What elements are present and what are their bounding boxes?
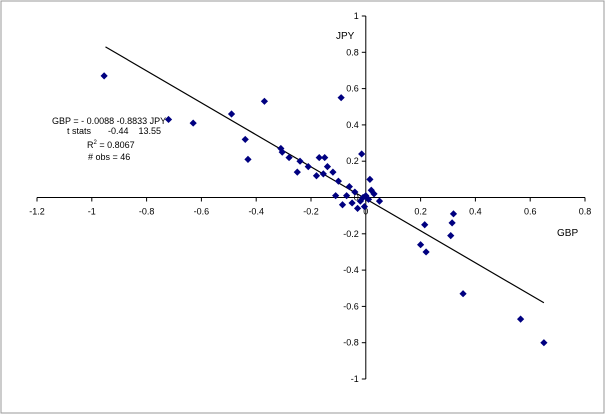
x-tick-label: -0.4 xyxy=(248,207,264,217)
points-group xyxy=(100,72,548,347)
data-point xyxy=(366,175,374,183)
y-tick-label: -0.8 xyxy=(343,338,359,348)
r-squared-sup: 2 xyxy=(94,140,98,146)
r-squared-value: = 0.8067 xyxy=(97,140,135,150)
y-tick-label: 0.6 xyxy=(346,84,359,94)
x-tick-label: 0.8 xyxy=(579,207,592,217)
x-tick-label: -1 xyxy=(88,207,96,217)
data-point xyxy=(241,135,249,144)
y-tick-label: -0.4 xyxy=(343,265,359,275)
y-axis-title: JPY xyxy=(336,31,355,42)
data-point xyxy=(362,192,370,200)
data-point xyxy=(296,157,304,165)
data-point xyxy=(189,119,197,127)
data-point xyxy=(323,163,332,171)
data-point xyxy=(448,219,456,227)
x-tick-label: -0.8 xyxy=(139,207,155,217)
x-tick-label: 0.6 xyxy=(524,207,537,217)
data-point xyxy=(517,315,525,323)
data-point xyxy=(367,186,375,194)
data-point xyxy=(164,115,173,124)
data-point xyxy=(417,241,425,249)
x-tick-label: 0.4 xyxy=(469,207,482,217)
data-point xyxy=(278,148,286,156)
data-point xyxy=(312,172,321,180)
y-tick-label: -0.2 xyxy=(343,229,359,239)
x-axis-title: GBP xyxy=(557,228,578,239)
data-point xyxy=(100,72,108,80)
data-point xyxy=(319,170,327,178)
y-tick-label: 0.2 xyxy=(346,156,359,166)
y-tick-label: 0 xyxy=(354,193,359,203)
data-point xyxy=(447,232,455,240)
data-point xyxy=(304,163,312,171)
data-point xyxy=(375,197,384,205)
x-tick-label: 0.2 xyxy=(414,207,427,217)
data-point xyxy=(540,339,548,347)
x-tick-label: 0 xyxy=(363,207,368,217)
x-tick-label: -0.2 xyxy=(303,207,319,217)
r-squared: R2 = 0.8067 xyxy=(87,140,135,150)
data-point xyxy=(345,183,353,191)
labels-group: JPY GBP xyxy=(336,31,578,239)
r-squared-prefix: R xyxy=(87,140,94,150)
tstats-label: t stats xyxy=(67,126,92,136)
data-point xyxy=(360,202,369,211)
data-point xyxy=(351,188,359,196)
y-tick-label: 0.8 xyxy=(346,47,359,57)
data-point xyxy=(332,192,340,200)
obs-count: # obs = 46 xyxy=(88,152,130,162)
data-point xyxy=(353,204,362,212)
data-point xyxy=(337,94,345,102)
data-point xyxy=(315,153,323,162)
regression-annotation: GBP = - 0.0088 -0.8833 JPY t stats -0.44… xyxy=(52,116,166,162)
data-point xyxy=(285,153,293,162)
y-tick-label: 1 xyxy=(354,11,359,21)
tstats-values: -0.44 13.55 xyxy=(108,126,161,136)
data-point xyxy=(421,221,429,229)
data-point xyxy=(422,248,430,256)
axes: -1.2 -1 -0.8 -0.6 -0.4 -0.2 0 0.2 0.4 0.6 0.8 -1 -0.… xyxy=(29,11,591,384)
data-point xyxy=(348,199,356,207)
y-tick-label: 0.4 xyxy=(346,120,359,130)
data-point xyxy=(260,97,269,105)
y-tick-label: -1 xyxy=(351,374,359,384)
data-point xyxy=(364,195,373,203)
data-point xyxy=(370,190,378,198)
data-point xyxy=(244,155,252,163)
x-tick-label: -1.2 xyxy=(29,207,45,217)
data-point xyxy=(449,210,458,218)
data-point xyxy=(358,150,366,158)
x-tick-label: -0.6 xyxy=(194,207,210,217)
data-point xyxy=(459,290,467,298)
data-point xyxy=(321,153,329,162)
data-point xyxy=(227,110,236,118)
data-point xyxy=(329,168,337,176)
data-point xyxy=(338,201,347,209)
data-point xyxy=(343,192,351,200)
data-point xyxy=(277,144,285,153)
regression-equation: GBP = - 0.0088 -0.8833 JPY xyxy=(52,116,166,126)
y-tick-label: -0.6 xyxy=(343,301,359,311)
data-point xyxy=(293,168,301,176)
data-point xyxy=(334,177,342,185)
